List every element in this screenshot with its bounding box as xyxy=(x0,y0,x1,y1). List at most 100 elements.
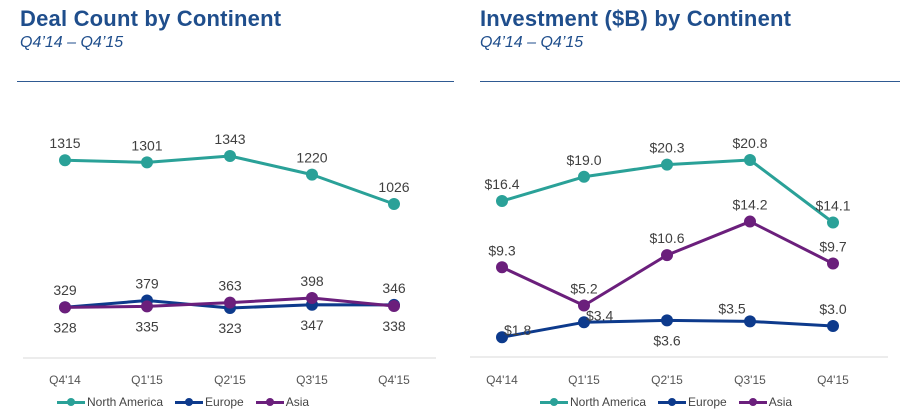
data-label-north-america: $14.1 xyxy=(815,197,850,213)
legend-item-north-america: North America xyxy=(57,395,163,409)
chart-title: Deal Count by Continent xyxy=(20,6,282,31)
title-divider xyxy=(17,81,454,82)
legend-label: North America xyxy=(570,395,647,409)
data-point-north-america xyxy=(141,156,153,169)
data-point-asia xyxy=(59,301,71,314)
data-point-europe xyxy=(496,331,508,344)
series-north-america xyxy=(59,150,400,210)
data-point-north-america xyxy=(496,195,508,208)
legend-line-marker-icon xyxy=(540,397,568,407)
legend-item-europe: Europe xyxy=(658,395,727,409)
data-label-asia: 363 xyxy=(218,278,242,294)
data-label-north-america: $19.0 xyxy=(566,152,601,168)
series-asia xyxy=(496,215,839,312)
data-point-europe xyxy=(578,316,590,329)
chart-legend: North America Europe Asia xyxy=(540,395,792,409)
legend-label: Europe xyxy=(688,395,727,409)
data-label-asia: 398 xyxy=(300,273,324,289)
data-point-north-america xyxy=(661,158,673,171)
data-point-asia xyxy=(224,296,236,309)
data-point-asia xyxy=(306,292,318,304)
x-tick-label: Q2'15 xyxy=(651,373,683,387)
data-label-asia: $14.2 xyxy=(732,197,767,213)
legend-label: Asia xyxy=(285,395,310,409)
data-label-north-america: $20.8 xyxy=(732,135,767,151)
data-point-north-america xyxy=(306,168,318,181)
legend-item-asia: Asia xyxy=(255,395,310,409)
legend-line-marker-icon xyxy=(57,397,85,407)
data-point-north-america xyxy=(224,150,236,162)
data-point-europe xyxy=(744,315,756,328)
data-label-europe: $3.4 xyxy=(586,307,613,323)
investment-panel: Investment ($B) by Continent Q4’14 – Q4’… xyxy=(460,0,900,419)
data-point-asia xyxy=(141,300,153,313)
x-tick-label: Q1'15 xyxy=(568,373,600,387)
x-tick-label: Q2'15 xyxy=(214,373,246,387)
data-label-north-america: 1026 xyxy=(378,179,409,195)
data-point-asia xyxy=(388,300,400,312)
data-point-north-america xyxy=(59,154,71,167)
chart-title: Investment ($B) by Continent xyxy=(480,6,792,31)
legend-line-marker-icon xyxy=(255,397,284,407)
data-label-asia: $10.6 xyxy=(649,230,684,246)
x-tick-label: Q4'14 xyxy=(486,373,518,387)
legend-item-europe: Europe xyxy=(175,395,244,409)
data-label-north-america: $16.4 xyxy=(484,176,519,192)
legend-item-asia: Asia xyxy=(738,395,793,409)
data-label-europe: 379 xyxy=(135,276,159,292)
data-point-europe xyxy=(661,314,673,327)
x-tick-label: Q3'15 xyxy=(734,373,766,387)
legend-label: Europe xyxy=(205,395,244,409)
legend-item-north-america: North America xyxy=(540,395,646,409)
data-label-asia: $5.2 xyxy=(570,281,597,297)
data-point-asia xyxy=(661,249,673,262)
deal-count-panel: Deal Count by Continent Q4’14 – Q4’15 Q4… xyxy=(17,6,454,409)
data-point-north-america xyxy=(827,216,839,229)
data-label-europe: $3.5 xyxy=(718,300,745,316)
data-label-europe: 329 xyxy=(53,282,77,298)
data-label-north-america: 1220 xyxy=(296,150,327,166)
data-label-europe: 323 xyxy=(218,320,242,336)
legend-line-marker-icon xyxy=(175,397,204,407)
chart-legend: North America Europe Asia xyxy=(57,395,309,409)
data-label-europe: $3.0 xyxy=(819,301,846,317)
data-label-europe: 346 xyxy=(382,280,406,296)
series-asia xyxy=(59,292,400,314)
legend-line-marker-icon xyxy=(738,397,767,407)
x-tick-label: Q3'15 xyxy=(296,373,328,387)
series-north-america xyxy=(496,154,839,229)
chart-subtitle: Q4’14 – Q4’15 xyxy=(480,34,584,51)
legend-line-marker-icon xyxy=(658,397,687,407)
data-label-asia: 328 xyxy=(53,319,77,335)
data-label-europe: $3.6 xyxy=(653,332,680,348)
legend-label: Asia xyxy=(768,395,793,409)
data-point-asia xyxy=(496,261,508,274)
chart-subtitle: Q4’14 – Q4’15 xyxy=(20,34,124,51)
x-tick-label: Q1'15 xyxy=(131,373,163,387)
data-point-asia xyxy=(744,215,756,228)
data-point-europe xyxy=(827,320,839,333)
series-europe xyxy=(496,314,839,344)
data-point-asia xyxy=(827,257,839,270)
data-label-europe: 347 xyxy=(300,317,324,333)
x-tick-label: Q4'15 xyxy=(817,373,849,387)
data-label-asia: $9.7 xyxy=(819,239,846,255)
data-point-north-america xyxy=(388,198,400,210)
data-label-asia: 335 xyxy=(135,318,159,334)
legend-label: North America xyxy=(87,395,164,409)
data-label-north-america: $20.3 xyxy=(649,140,684,156)
data-label-north-america: 1343 xyxy=(214,131,245,147)
data-label-north-america: 1301 xyxy=(131,137,162,153)
series-line-north-america xyxy=(64,154,395,206)
deal-count-chart: Q4'14 Q1'15 Q2'15 Q3'15 Q4'15 1315 1301 1343 122… xyxy=(23,131,436,387)
data-point-north-america xyxy=(744,154,756,166)
data-label-europe: $1.8 xyxy=(504,322,531,338)
data-point-asia xyxy=(578,299,590,312)
title-divider xyxy=(480,81,900,82)
x-tick-label: Q4'14 xyxy=(49,373,81,387)
investment-chart: Q4'14 Q1'15 Q2'15 Q3'15 Q4'15 $16.4 $19.0 $20.3… xyxy=(470,135,888,387)
data-point-north-america xyxy=(578,170,590,183)
data-label-north-america: 1315 xyxy=(49,135,80,151)
data-label-asia: $9.3 xyxy=(488,242,515,258)
data-label-asia: 338 xyxy=(382,318,406,334)
